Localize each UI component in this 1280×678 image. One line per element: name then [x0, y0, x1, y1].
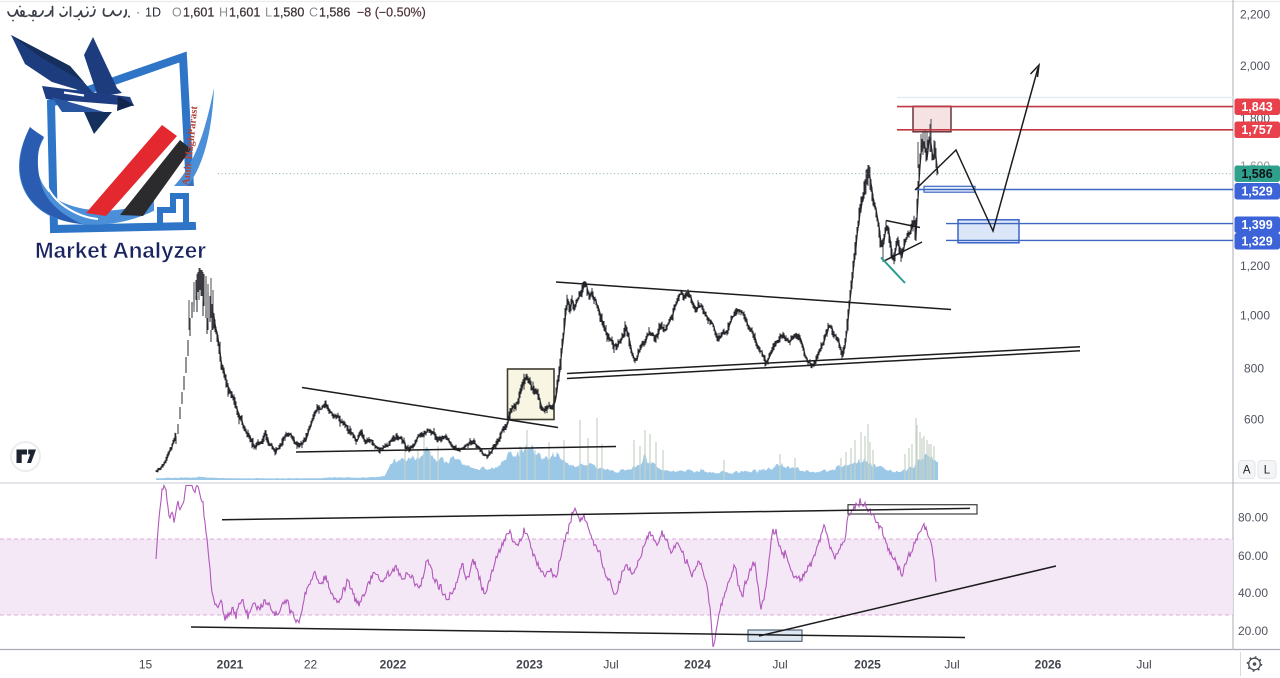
svg-text:1,601: 1,601 [229, 6, 260, 20]
svg-text:O: O [172, 6, 182, 20]
svg-text:15: 15 [139, 658, 153, 672]
svg-text:1,399: 1,399 [1241, 218, 1272, 232]
svg-text:Jul: Jul [1136, 658, 1151, 672]
svg-text:2022: 2022 [380, 658, 407, 672]
svg-text:H: H [219, 6, 228, 20]
svg-text:1,601: 1,601 [183, 6, 214, 20]
svg-text:C: C [309, 6, 318, 20]
svg-text:2021: 2021 [217, 658, 244, 672]
svg-text:1,586: 1,586 [319, 6, 350, 20]
svg-text:A: A [1243, 465, 1251, 477]
svg-text:22: 22 [304, 658, 318, 672]
svg-text:2,200: 2,200 [1240, 8, 1270, 22]
svg-text:L: L [1264, 465, 1271, 477]
svg-text:Jul: Jul [603, 658, 618, 672]
svg-text:1,200: 1,200 [1240, 259, 1270, 273]
svg-text:80.00: 80.00 [1238, 511, 1268, 525]
svg-text:2023: 2023 [516, 658, 543, 672]
svg-text:1,586: 1,586 [1241, 167, 1272, 181]
svg-text:L: L [265, 6, 272, 20]
svg-text:2,000: 2,000 [1240, 59, 1270, 73]
svg-text:20.00: 20.00 [1238, 624, 1268, 638]
svg-text:600: 600 [1244, 413, 1264, 427]
svg-text:40.00: 40.00 [1238, 586, 1268, 600]
svg-text:2026: 2026 [1035, 658, 1062, 672]
svg-text:·: · [136, 6, 140, 20]
svg-text:1,529: 1,529 [1241, 185, 1272, 199]
svg-text:1,757: 1,757 [1241, 123, 1272, 137]
svg-text:1,000: 1,000 [1240, 309, 1270, 323]
svg-text:1,329: 1,329 [1241, 235, 1272, 249]
svg-text:−8 (−0.50%): −8 (−0.50%) [357, 6, 426, 20]
svg-text:1,843: 1,843 [1241, 100, 1272, 114]
svg-text:800: 800 [1244, 362, 1264, 376]
svg-text:2024: 2024 [684, 658, 711, 672]
svg-text:Jul: Jul [772, 658, 787, 672]
svg-text:1D: 1D [145, 6, 161, 20]
svg-text:1,580: 1,580 [273, 6, 304, 20]
svg-text:60.00: 60.00 [1238, 549, 1268, 563]
svg-text:Market Analyzer: Market Analyzer [35, 238, 206, 263]
svg-text:Jul: Jul [944, 658, 959, 672]
svg-text:2025: 2025 [854, 658, 881, 672]
